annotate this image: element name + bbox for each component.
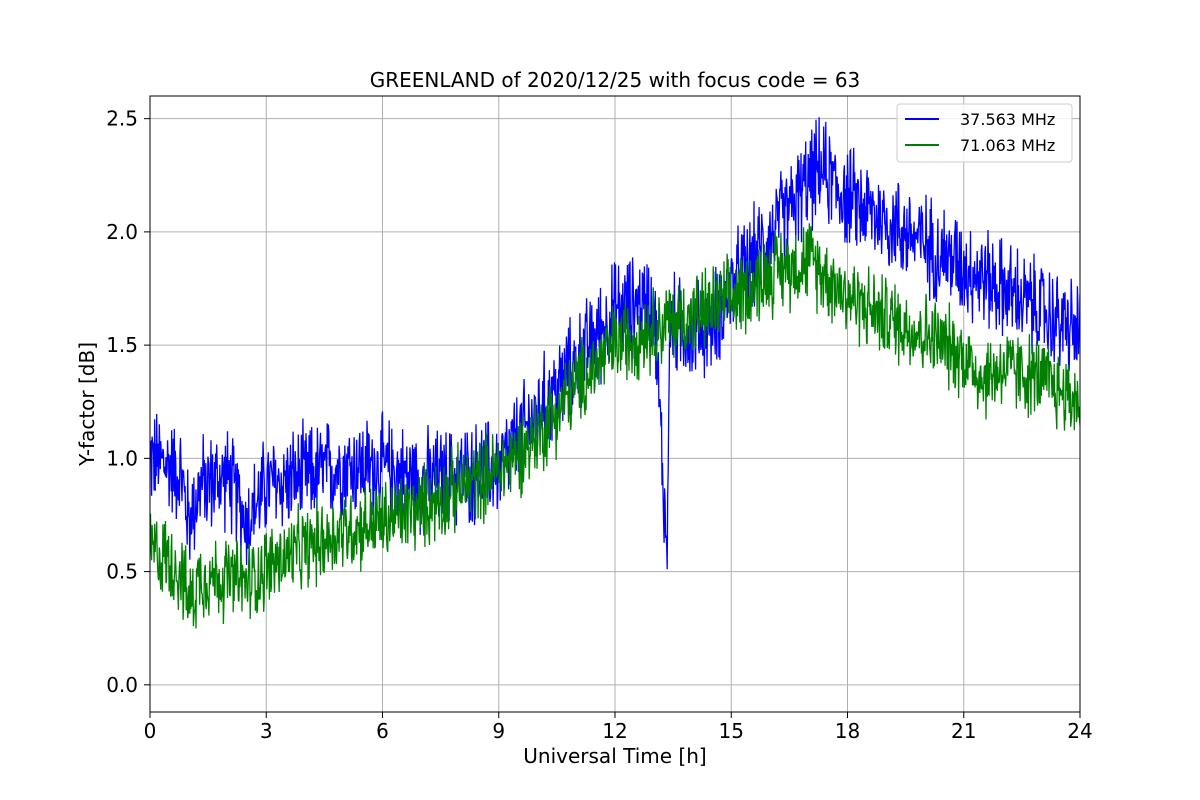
- y-tick-label: 2.5: [106, 107, 138, 131]
- x-tick-label: 15: [719, 719, 744, 743]
- y-tick-label: 1.5: [106, 333, 138, 357]
- x-tick-label: 24: [1067, 719, 1092, 743]
- x-tick-label: 12: [602, 719, 627, 743]
- plot-area: [150, 117, 1080, 629]
- x-tick-label: 6: [376, 719, 389, 743]
- grid: [149, 96, 1081, 712]
- x-tick-label: 18: [835, 719, 860, 743]
- legend: 37.563 MHz 71.063 MHz: [896, 103, 1073, 163]
- y-tick-label: 1.0: [106, 446, 138, 470]
- y-tick-label: 2.0: [106, 220, 138, 244]
- legend-label-37mhz: 37.563 MHz: [960, 110, 1055, 129]
- legend-box: [896, 103, 1073, 163]
- x-tick-label: 9: [492, 719, 505, 743]
- x-tick-label: 21: [951, 719, 976, 743]
- y-tick-label: 0.5: [106, 560, 138, 584]
- y-tick-label: 0.0: [106, 673, 138, 697]
- x-axis-label: Universal Time [h]: [523, 744, 706, 768]
- series-line-1: [150, 223, 1080, 629]
- x-tick-label: 0: [144, 719, 157, 743]
- series-line-0: [150, 117, 1080, 570]
- chart-title: GREENLAND of 2020/12/25 with focus code …: [370, 68, 861, 92]
- y-axis-label: Y-factor [dB]: [75, 342, 99, 467]
- axes: 0 3 6 9 12 15 18 21 24 0.0 0.5 1.0 1.5 2.0 2.5: [106, 107, 1093, 743]
- legend-label-71mhz: 71.063 MHz: [960, 136, 1055, 155]
- x-tick-label: 3: [260, 719, 273, 743]
